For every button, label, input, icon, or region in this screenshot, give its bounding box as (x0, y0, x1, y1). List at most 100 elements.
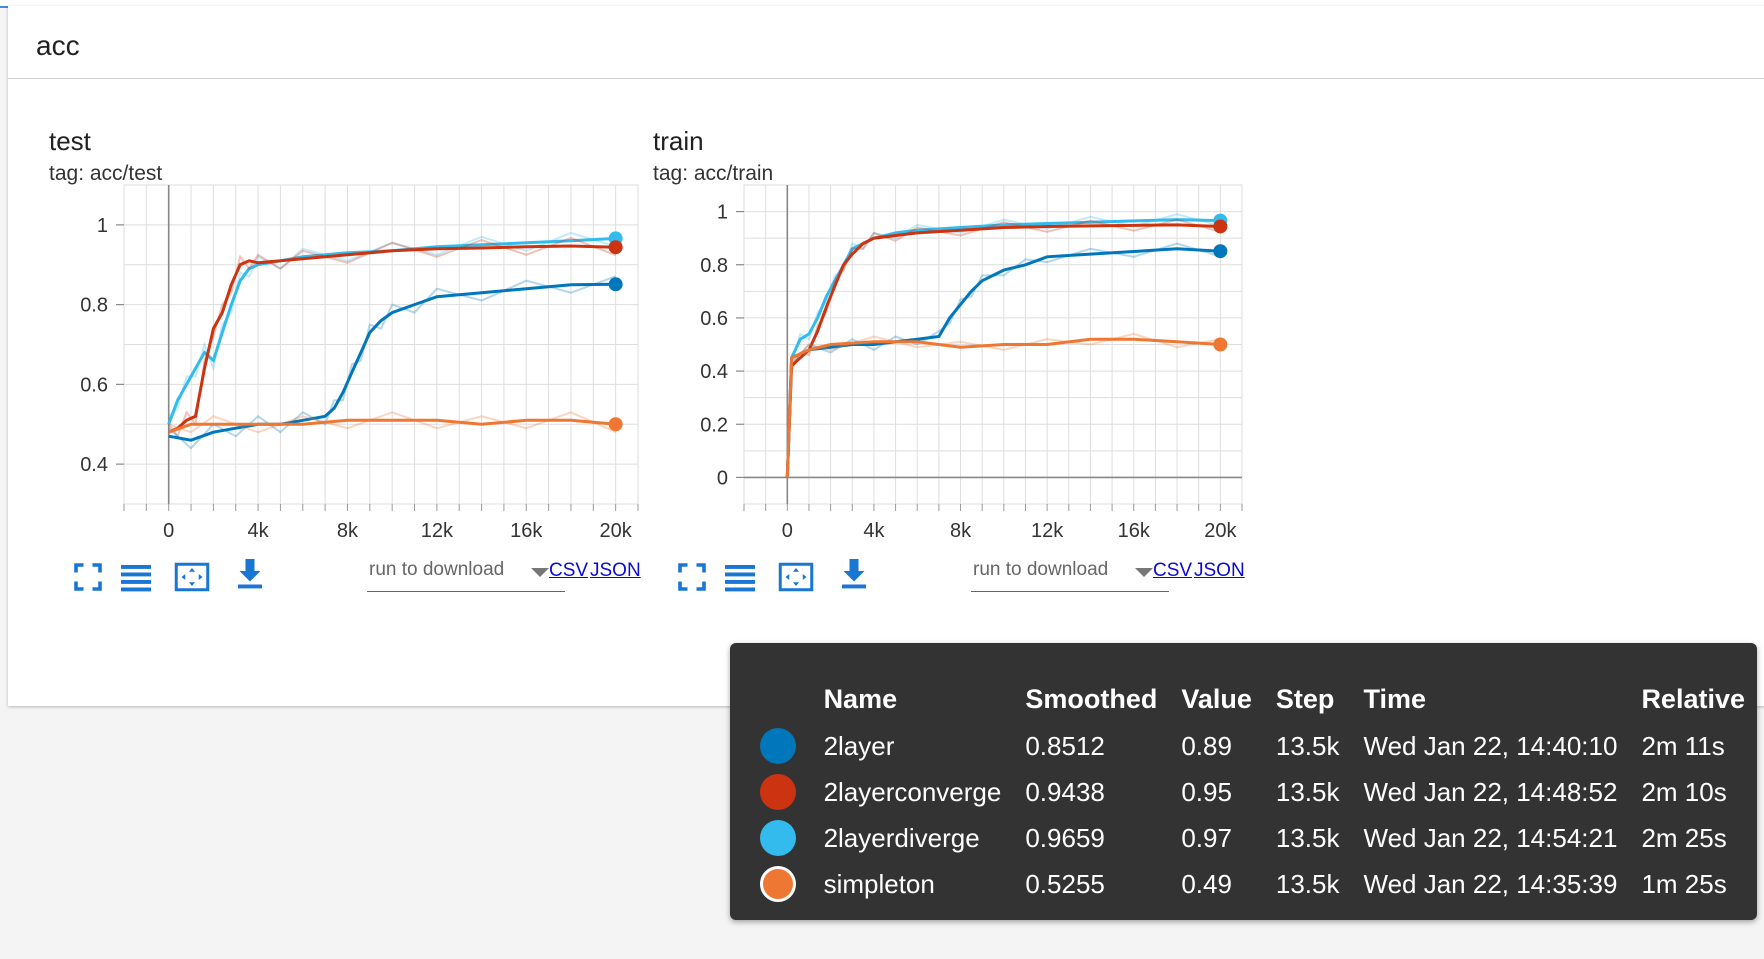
scalar-card: acc test tag: acc/test 0.4 0.6 0.8 1 0 4k 8k 12… (8, 6, 1764, 706)
smoothed-value: 0.8512 (1025, 730, 1105, 761)
run-name: simpleton (823, 868, 935, 899)
table-row: 2layerdiverge 0.9659 0.97 13.5k Wed Jan … (748, 815, 1757, 861)
step-value: 13.5k (1275, 822, 1340, 853)
toggle-log-scale-button[interactable] (718, 555, 762, 599)
card-header[interactable]: acc (8, 6, 1764, 79)
toggle-log-scale-button[interactable] (114, 555, 158, 599)
chart-train[interactable]: 0 0.2 0.4 0.6 0.8 1 0 4k 8k 12k 16k 20k (612, 80, 1292, 700)
fullscreen-button[interactable] (670, 555, 714, 599)
run-download-select[interactable]: run to download (367, 555, 565, 592)
swatch-cell (748, 861, 812, 907)
run-download-placeholder: run to download (973, 559, 1109, 580)
y-tick-label: 0.8 (700, 255, 728, 277)
tooltip-header-row: Name Smoothed Value Step Time Relative (748, 681, 1757, 723)
relative-header: Relative (1641, 683, 1745, 714)
json-link[interactable]: JSON (590, 560, 641, 581)
time-value: Wed Jan 22, 14:35:39 (1363, 868, 1618, 899)
lines-icon (725, 565, 755, 592)
swatch-cell (748, 769, 812, 815)
swatch-header (748, 681, 812, 723)
y-tick-label: 0.8 (80, 295, 108, 317)
download-image-button[interactable] (228, 552, 272, 596)
series-line (785, 247, 1221, 478)
name-header: Name (823, 683, 898, 714)
chart-tag: tag: acc/test (49, 162, 163, 185)
series-endpoint (1213, 219, 1228, 234)
step-value: 13.5k (1275, 776, 1340, 807)
series-endpoint (1213, 244, 1228, 259)
json-link[interactable]: JSON (1194, 560, 1245, 581)
relative-value: 1m 25s (1641, 868, 1727, 899)
fit-domain-button[interactable] (170, 555, 214, 599)
series-endpoint (608, 417, 623, 432)
x-tick-label: 16k (510, 520, 543, 542)
series-color-dot (760, 820, 796, 856)
chart-test[interactable]: 0.4 0.6 0.8 1 0 4k 8k 12k 16k 20k (8, 80, 688, 700)
y-tick-label: 0.4 (700, 361, 728, 383)
series-color-dot (760, 728, 796, 764)
relative-value: 2m 10s (1641, 776, 1727, 807)
series-tooltip: Name Smoothed Value Step Time Relative 2… (730, 643, 1757, 920)
y-tick-label: 0.6 (700, 308, 728, 330)
x-tick-label: 4k (248, 520, 270, 542)
chevron-down-icon (531, 568, 549, 577)
value-header: Value (1181, 683, 1252, 714)
fullscreen-button[interactable] (66, 555, 110, 599)
series-line (167, 236, 616, 425)
csv-link[interactable]: CSV (549, 560, 589, 581)
series-line (168, 282, 616, 442)
download-icon (842, 559, 866, 589)
x-tick-label: 20k (1204, 520, 1237, 542)
chart-tag: tag: acc/train (653, 162, 774, 185)
chart-panel-train: train tag: acc/train 0 0.2 0.4 0.6 0.8 1 0 4k 8k… (612, 80, 1292, 700)
tooltip-body: 2layer 0.8512 0.89 13.5k Wed Jan 22, 14:… (748, 723, 1757, 907)
run-download-placeholder: run to download (369, 559, 505, 580)
run-name: 2layerdiverge (823, 822, 980, 853)
x-tick-label: 0 (163, 520, 174, 542)
chevron-down-icon (1135, 568, 1153, 577)
table-row: simpleton 0.5255 0.49 13.5k Wed Jan 22, … (748, 861, 1757, 907)
time-header: Time (1363, 683, 1427, 714)
download-icon (238, 559, 262, 589)
raw-value: 0.97 (1181, 822, 1232, 853)
swatch-cell (748, 815, 812, 861)
time-value: Wed Jan 22, 14:40:10 (1363, 730, 1618, 761)
series-endpoint (1213, 337, 1228, 352)
run-download-select[interactable]: run to download (971, 555, 1169, 592)
step-value: 13.5k (1275, 868, 1340, 899)
raw-value: 0.49 (1181, 868, 1232, 899)
x-tick-label: 8k (337, 520, 359, 542)
smoothed-value: 0.9438 (1025, 776, 1105, 807)
series-color-dot (760, 774, 796, 810)
fullscreen-icon (678, 563, 706, 591)
x-tick-label: 16k (1118, 520, 1151, 542)
x-tick-label: 8k (950, 520, 972, 542)
run-name: 2layer (823, 730, 895, 761)
download-image-button[interactable] (832, 552, 876, 596)
y-tick-label: 1 (97, 215, 108, 237)
step-header: Step (1275, 683, 1335, 714)
relative-value: 2m 11s (1641, 730, 1725, 761)
smoothed-header: Smoothed (1025, 683, 1158, 714)
series-line (168, 418, 616, 434)
fit-domain-icon (778, 562, 814, 592)
run-name: 2layerconverge (823, 776, 1002, 807)
fit-domain-button[interactable] (774, 555, 818, 599)
x-tick-label: 20k (600, 520, 633, 542)
x-tick-label: 0 (782, 520, 793, 542)
relative-value: 2m 25s (1641, 822, 1727, 853)
csv-link[interactable]: CSV (1153, 560, 1193, 581)
lines-icon (121, 565, 151, 592)
x-tick-label: 12k (421, 520, 454, 542)
fit-domain-icon (174, 562, 210, 592)
time-value: Wed Jan 22, 14:54:21 (1363, 822, 1618, 853)
chart-title: train (653, 126, 704, 156)
y-tick-label: 1 (717, 202, 728, 224)
y-tick-label: 0.6 (80, 374, 108, 396)
series-color-dot (760, 866, 796, 902)
series-endpoint (608, 240, 623, 255)
series-line (785, 223, 1221, 478)
y-tick-label: 0.4 (80, 454, 108, 476)
chart-panel-test: test tag: acc/test 0.4 0.6 0.8 1 0 4k 8k 12k 16k… (8, 80, 688, 700)
raw-value: 0.89 (1181, 730, 1232, 761)
